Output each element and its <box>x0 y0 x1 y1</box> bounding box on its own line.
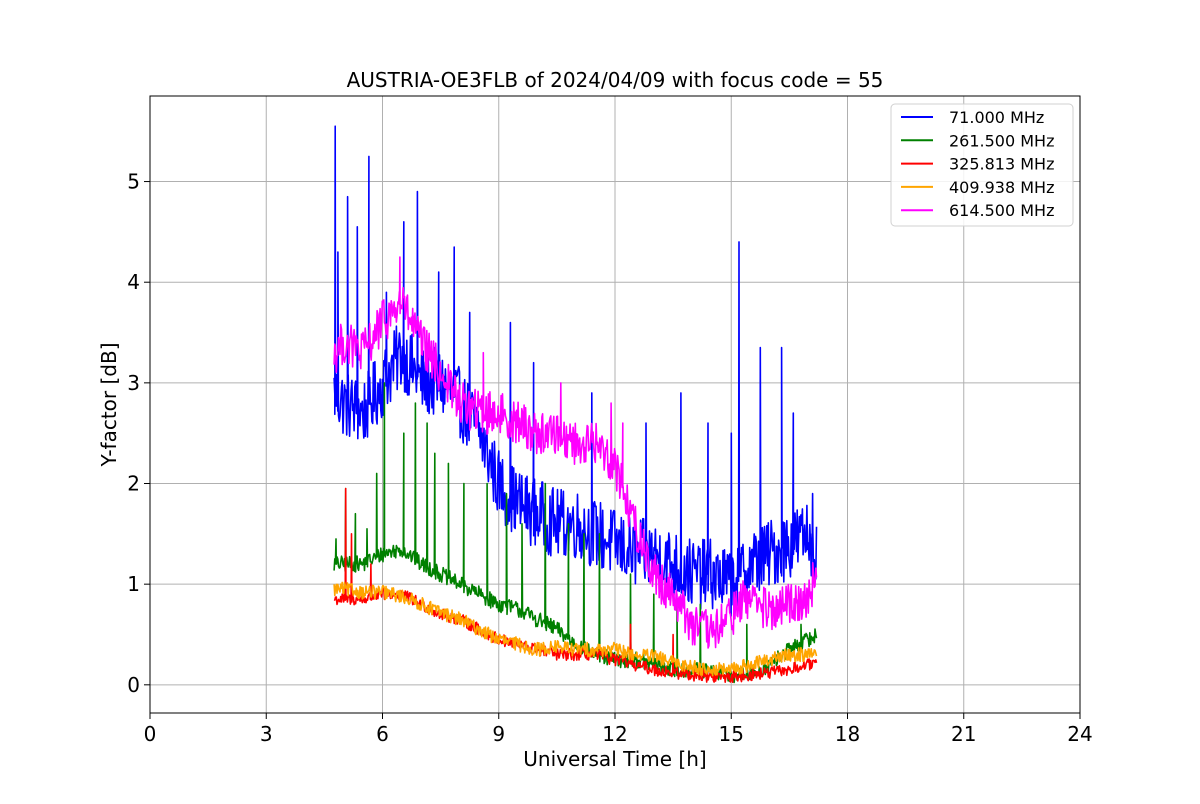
legend-label: 325.813 MHz <box>949 155 1054 174</box>
series-line-1 <box>333 382 818 684</box>
series-layer <box>333 125 818 684</box>
x-tick-label: 0 <box>144 722 157 746</box>
series-line-3 <box>333 581 818 677</box>
x-tick-label: 15 <box>719 722 744 746</box>
x-tick-label: 12 <box>602 722 627 746</box>
y-tick-label: 5 <box>127 170 140 194</box>
series-line-2 <box>333 487 818 684</box>
legend: 71.000 MHz 261.500 MHz 325.813 MHz 409.9… <box>890 103 1074 227</box>
x-tick-label: 21 <box>951 722 976 746</box>
x-tick-label: 24 <box>1067 722 1092 746</box>
series-line-0 <box>333 125 818 617</box>
legend-box <box>890 103 1074 227</box>
x-tick-label: 18 <box>835 722 860 746</box>
x-tick-label: 6 <box>376 722 389 746</box>
legend-label: 614.500 MHz <box>949 201 1054 220</box>
chart-title: AUSTRIA-OE3FLB of 2024/04/09 with focus … <box>347 68 884 92</box>
legend-label: 409.938 MHz <box>949 178 1054 197</box>
y-tick-label: 0 <box>127 673 140 697</box>
series-line-4 <box>333 256 818 649</box>
x-tick-label: 9 <box>492 722 505 746</box>
y-tick-label: 4 <box>127 270 140 294</box>
y-axis-title: Y-factor [dB] <box>97 342 121 467</box>
x-tick-label: 3 <box>260 722 273 746</box>
y-tick-label: 2 <box>127 472 140 496</box>
y-tick-label: 3 <box>127 371 140 395</box>
x-axis-title: Universal Time [h] <box>523 747 706 771</box>
legend-label: 71.000 MHz <box>949 108 1044 127</box>
legend-label: 261.500 MHz <box>949 131 1054 150</box>
y-tick-label: 1 <box>127 572 140 596</box>
